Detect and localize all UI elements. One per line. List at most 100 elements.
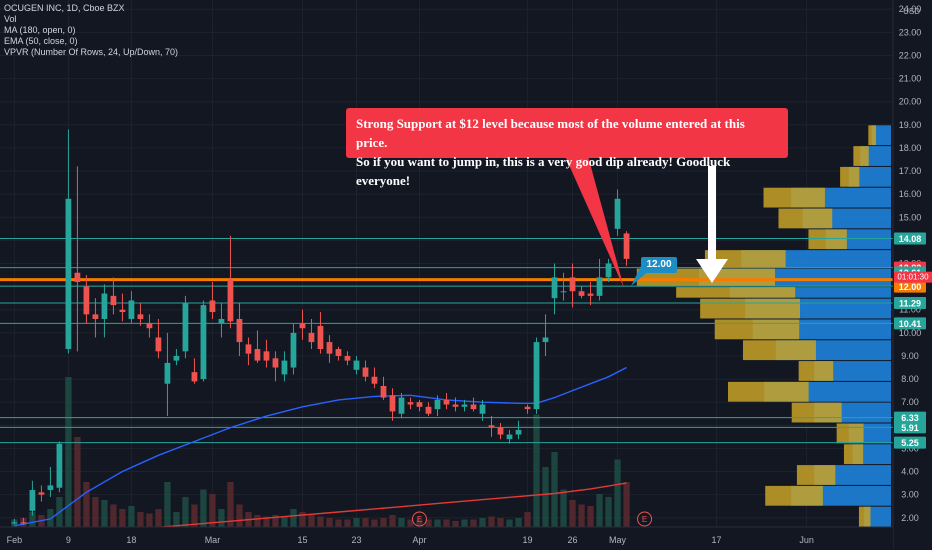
- volume-bar: [353, 518, 360, 527]
- volume-bar: [335, 519, 342, 527]
- candle: [578, 291, 585, 296]
- price-label: 14.08: [899, 234, 922, 244]
- volume-bar: [317, 516, 324, 527]
- volume-bar: [236, 504, 243, 527]
- candle: [371, 376, 378, 384]
- vpvr-row-down: [840, 166, 860, 187]
- price-label-bg: [894, 232, 926, 245]
- price-tick-label: 16.00: [899, 189, 922, 199]
- volume-bar: [596, 494, 603, 527]
- candle: [380, 386, 387, 398]
- volume-bar: [587, 506, 594, 527]
- volume-bar: [29, 512, 36, 527]
- volume-bar: [551, 452, 558, 527]
- legend-vpvr[interactable]: VPVR (Number Of Rows, 24, Up/Down, 70): [4, 47, 179, 57]
- candle: [524, 406, 531, 410]
- candle: [407, 402, 414, 405]
- legend-symbol[interactable]: OCUGEN INC, 1D, Cboe BZX: [4, 3, 125, 13]
- time-tick-label: Mar: [205, 535, 221, 545]
- price-label-bg: [894, 411, 926, 424]
- time-tick-label: 15: [297, 535, 307, 545]
- candle: [11, 522, 18, 524]
- candle: [560, 291, 567, 293]
- candle: [155, 337, 162, 352]
- volume-bar: [83, 482, 90, 527]
- vpvr-row-down: [763, 187, 825, 208]
- legend-ema[interactable]: EMA (50, close, 0): [4, 36, 78, 46]
- price-label-bg: [894, 436, 926, 449]
- volume-bar: [461, 519, 468, 527]
- volume-bar: [65, 377, 72, 527]
- volume-bar: [74, 437, 81, 527]
- vpvr-row-up: [814, 361, 891, 381]
- legend-ma[interactable]: MA (180, open, 0): [4, 25, 76, 35]
- vpvr-row-up: [864, 506, 891, 527]
- volume-bar: [272, 515, 279, 527]
- price-label: 5.25: [901, 438, 919, 448]
- candle: [56, 443, 63, 488]
- volume-bar: [605, 497, 612, 527]
- volume-bar: [146, 513, 153, 527]
- candle: [542, 337, 549, 343]
- volume-bar: [497, 518, 504, 527]
- vpvr-row-up: [871, 125, 891, 146]
- candle: [461, 404, 468, 407]
- volume-bar: [515, 518, 522, 527]
- vpvr-row-down: [714, 319, 800, 340]
- candle: [551, 277, 558, 299]
- candle: [587, 293, 594, 296]
- price-tick-label: 23.00: [899, 27, 922, 37]
- price-tick-label: 24.00: [899, 4, 922, 14]
- time-tick-label: 23: [351, 535, 361, 545]
- price-tick-label: 10.00: [899, 328, 922, 338]
- legend-volume[interactable]: Vol: [4, 14, 17, 24]
- candle: [416, 402, 423, 407]
- volume-bar: [47, 509, 54, 527]
- candle: [227, 279, 234, 322]
- callout-pointer: [565, 156, 624, 288]
- volume-bar: [92, 497, 99, 527]
- candle: [29, 490, 36, 511]
- candle: [569, 277, 576, 292]
- candle: [335, 349, 342, 356]
- candle: [263, 351, 270, 361]
- volume-bar: [479, 518, 486, 527]
- volume-bar: [578, 504, 585, 527]
- earnings-marker-label: E: [642, 515, 647, 524]
- candle: [362, 367, 369, 377]
- annotation-callout[interactable]: Strong Support at $12 level because most…: [346, 108, 788, 188]
- volume-bar: [623, 482, 630, 527]
- down-arrow-shaft: [708, 166, 716, 261]
- time-tick-label: 9: [66, 535, 71, 545]
- down-arrow-head: [696, 259, 728, 283]
- volume-bar: [443, 519, 450, 527]
- volume-bar: [308, 515, 315, 527]
- volume-bar: [524, 512, 531, 527]
- volume-bar: [344, 519, 351, 527]
- price-tick-label: 15.00: [899, 212, 922, 222]
- volume-bar: [533, 414, 540, 527]
- price-tick-label: 18.00: [899, 143, 922, 153]
- candle: [326, 342, 333, 354]
- price-note-tag[interactable]: 12.00: [641, 257, 677, 273]
- countdown-label: 01:01:30: [897, 273, 929, 282]
- volume-bar: [407, 519, 414, 527]
- volume-bar: [281, 516, 288, 527]
- candle: [533, 342, 540, 410]
- volume-bar: [137, 512, 144, 527]
- price-label-bg: [894, 280, 926, 293]
- ema-line: [14, 366, 627, 527]
- candle: [452, 404, 459, 407]
- price-label: 12.00: [899, 282, 922, 292]
- candle: [254, 349, 261, 361]
- candle: [182, 302, 189, 352]
- candle: [623, 233, 630, 259]
- candle: [119, 309, 126, 313]
- volume-bar: [119, 509, 126, 527]
- volume-bar: [290, 509, 297, 527]
- candle: [398, 397, 405, 414]
- volume-bar: [371, 519, 378, 527]
- volume-bar: [182, 497, 189, 527]
- candle: [344, 355, 351, 361]
